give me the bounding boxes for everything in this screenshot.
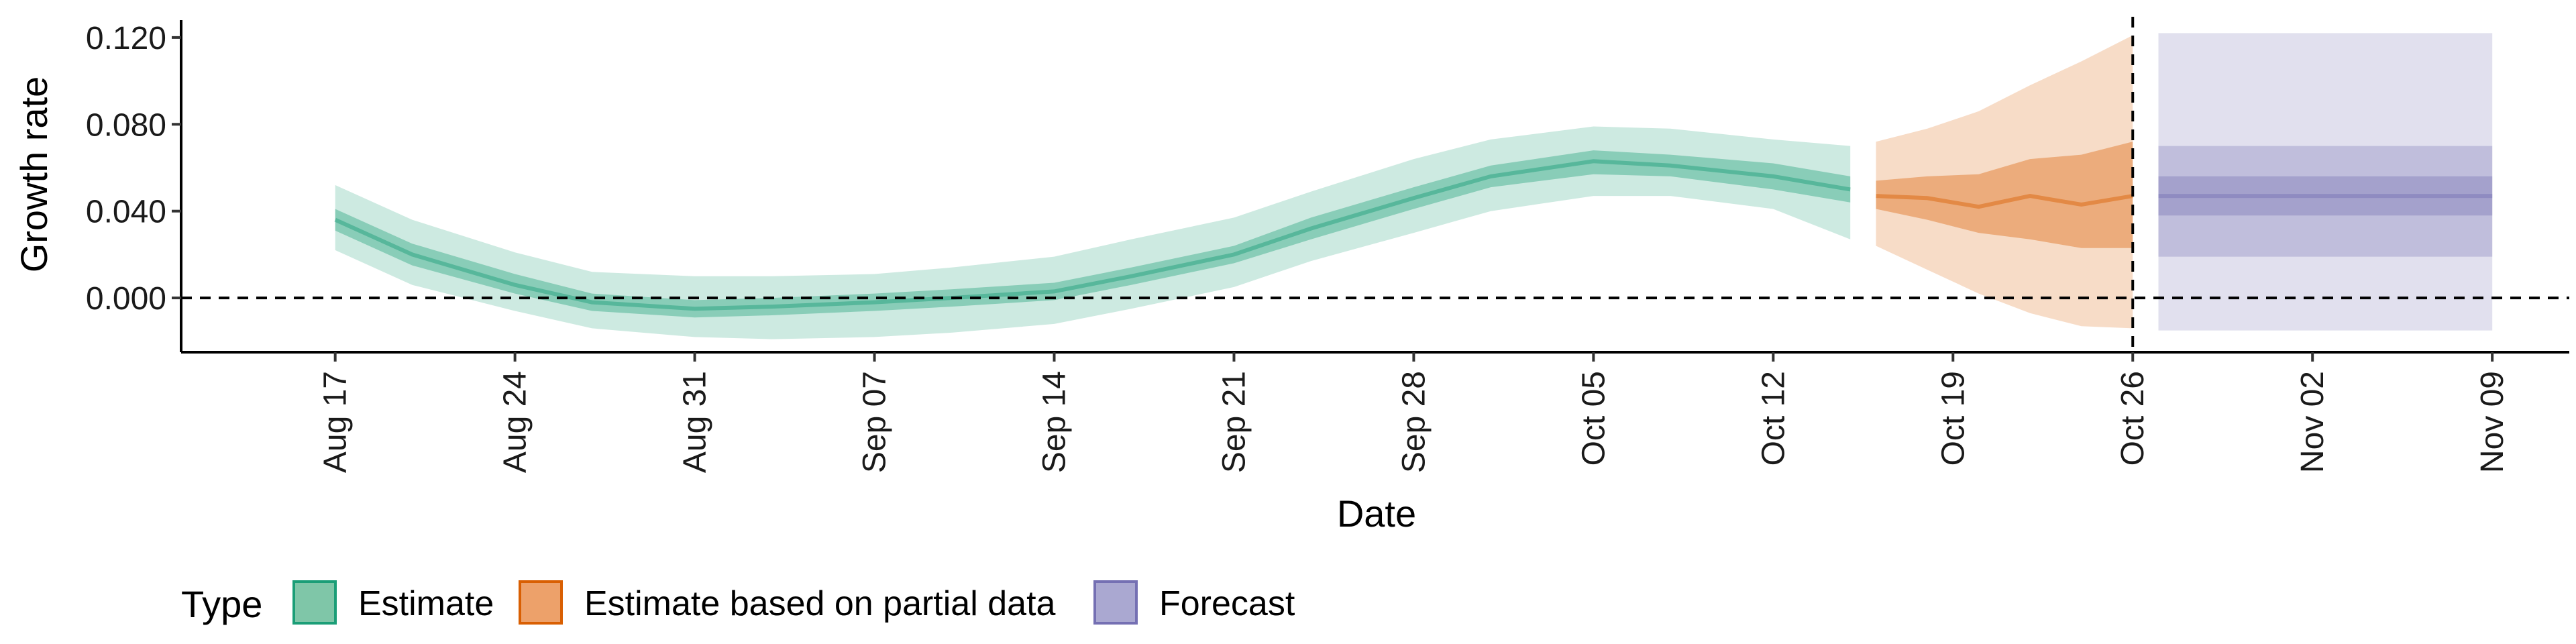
x-tick-label: Sep 28 xyxy=(1396,371,1432,473)
legend-swatch-estimate-based-on-partial-data xyxy=(519,580,563,625)
legend-label-estimate-based-on-partial-data: Estimate based on partial data xyxy=(584,584,1056,623)
x-tick-label: Aug 17 xyxy=(318,371,354,473)
legend-swatch-forecast xyxy=(1093,580,1138,625)
x-tick-label: Aug 24 xyxy=(498,371,533,473)
legend-title: Type xyxy=(181,583,262,625)
y-axis-title: Growth rate xyxy=(13,76,55,273)
x-tick-label: Aug 31 xyxy=(678,371,713,473)
axes: 0.000 0.040 0.080 0.120 Aug 17 Aug 24 Aug 31 Se… xyxy=(86,20,2569,473)
lines-layer xyxy=(334,159,2493,311)
forecast-band-80 xyxy=(2158,146,2493,257)
y-tick-label: 0.040 xyxy=(86,195,166,230)
legend: Type Estimate Estimate based on partial d… xyxy=(181,580,1295,625)
x-tick-label: Oct 05 xyxy=(1576,371,1611,466)
x-tick-label: Sep 07 xyxy=(857,371,893,473)
x-tick-label: Oct 19 xyxy=(1935,371,1971,466)
y-tick-label: 0.080 xyxy=(86,107,166,143)
x-axis-title: Date xyxy=(1337,492,1416,535)
estimate-based-on-partial-data-median-line xyxy=(1876,194,2133,209)
bands-layer xyxy=(335,33,2493,339)
x-tick-label: Sep 21 xyxy=(1217,371,1252,473)
estimate-band-50 xyxy=(335,150,1851,318)
estimate-based-on-partial-data-band-90 xyxy=(1876,35,2133,329)
x-tick-label: Nov 09 xyxy=(2475,371,2510,473)
y-tick-label: 0.120 xyxy=(86,21,166,56)
x-tick-label: Sep 14 xyxy=(1037,371,1073,473)
reference-lines xyxy=(181,17,2569,352)
legend-swatch-estimate xyxy=(292,580,337,625)
x-tick-label: Oct 26 xyxy=(2115,371,2151,466)
legend-items: Estimate Estimate based on partial data Fo… xyxy=(292,580,1295,625)
forecast-band-50 xyxy=(2158,176,2493,216)
forecast-band-90 xyxy=(2158,33,2493,331)
legend-label-estimate: Estimate xyxy=(358,584,494,623)
estimate-band-90 xyxy=(335,126,1851,339)
legend-label-forecast: Forecast xyxy=(1159,584,1295,623)
x-tick-label: Oct 12 xyxy=(1756,371,1791,466)
y-tick-label: 0.000 xyxy=(86,281,166,317)
x-tick-label: Nov 02 xyxy=(2295,371,2330,473)
estimate-median-line xyxy=(334,159,1851,311)
estimate-based-on-partial-data-band-50 xyxy=(1876,142,2133,248)
